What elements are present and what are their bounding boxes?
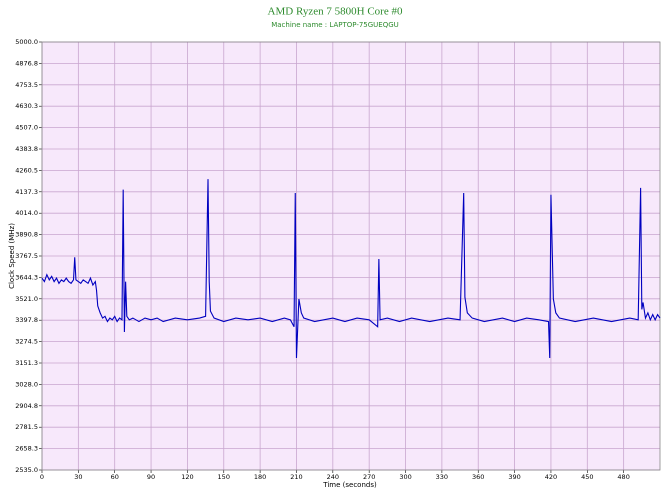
data-line [41,179,661,359]
y-tick-label: 5000.0 [15,38,38,46]
y-tick-label: 2535.0 [15,466,38,474]
x-tick-label: 360 [472,473,484,481]
chart-subtitle: Machine name : LAPTOP-75GUEQGU [271,21,399,29]
y-tick-label: 4137.3 [15,188,38,196]
y-tick-label: 2781.5 [15,423,38,431]
x-tick-label: 0 [40,473,44,481]
y-tick-label: 3151.3 [15,359,38,367]
y-tick-label: 4753.5 [15,81,38,89]
y-tick-label: 4383.8 [15,145,38,153]
x-tick-label: 120 [181,473,193,481]
y-tick-label: 3644.3 [15,273,38,281]
x-tick-label: 240 [327,473,339,481]
x-tick-label: 450 [581,473,593,481]
y-axis-label: Clock Speed (MHz) [8,223,16,289]
x-tick-label: 180 [254,473,266,481]
y-tick-label: 3890.8 [15,231,38,239]
y-tick-label: 2658.3 [15,445,38,453]
y-tick-label: 3397.8 [15,316,38,324]
y-tick-label: 4014.0 [15,209,38,217]
x-tick-label: 480 [617,473,629,481]
y-tick-label: 4260.5 [15,166,38,174]
chart-title: AMD Ryzen 7 5800H Core #0 [268,6,403,18]
y-tick-label: 2904.8 [15,402,38,410]
x-tick-label: 60 [111,473,119,481]
x-tick-label: 390 [508,473,520,481]
y-tick-label: 4876.8 [15,59,38,67]
y-tick-label: 3274.5 [15,338,38,346]
x-tick-label: 30 [74,473,82,481]
x-tick-label: 210 [290,473,302,481]
x-tick-label: 270 [363,473,375,481]
y-tick-label: 4507.0 [15,124,38,132]
x-tick-label: 420 [545,473,557,481]
x-tick-label: 330 [436,473,448,481]
plot-frame [41,41,661,471]
x-tick-label: 90 [147,473,155,481]
y-tick-label: 3521.0 [15,295,38,303]
x-tick-label: 300 [399,473,411,481]
x-axis-label: Time (seconds) [322,481,377,489]
y-tick-label: 3028.0 [15,380,38,388]
y-tick-label: 4630.3 [15,102,38,110]
y-tick-label: 3767.5 [15,252,38,260]
x-tick-label: 150 [218,473,230,481]
